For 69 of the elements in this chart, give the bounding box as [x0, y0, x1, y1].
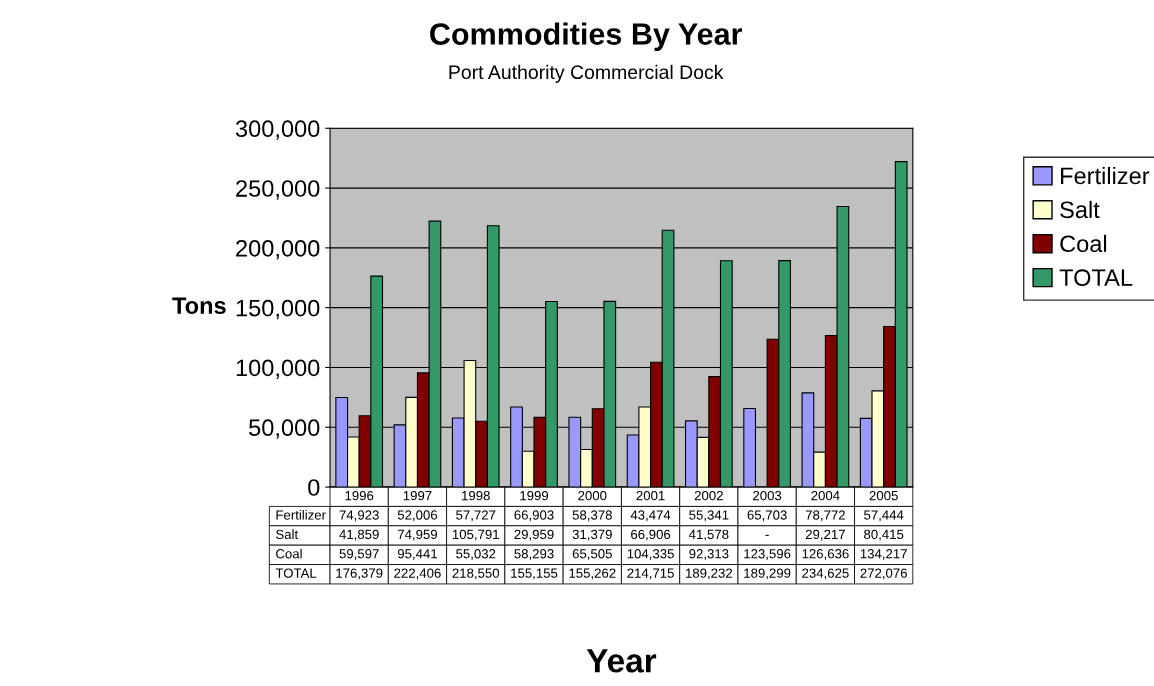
y-tick-label: 200,000 — [236, 239, 320, 260]
text: Salt — [276, 529, 299, 540]
data-label: 104,335 — [627, 549, 674, 560]
data-label: 78,772 — [805, 510, 845, 522]
data-label: 126,636 — [802, 549, 849, 560]
legend-label: TOTAL — [1059, 269, 1133, 287]
data-label: 155,262 — [569, 568, 616, 580]
data-label: 65,703 — [747, 510, 787, 522]
data-label: 29,959 — [514, 529, 554, 541]
text: - — [765, 534, 769, 536]
text: TOTAL — [275, 568, 317, 578]
data-label: 234,625 — [802, 568, 849, 580]
x-tick-label: 1998 — [462, 490, 490, 501]
data-label: 55,341 — [689, 510, 729, 522]
x-tick-label: 2003 — [753, 490, 782, 501]
data-label: 59,597 — [339, 549, 379, 560]
data-label: 29,217 — [805, 529, 845, 541]
data-label: 55,032 — [456, 549, 496, 560]
data-label: 95,441 — [397, 549, 437, 560]
x-tick-label: 2002 — [694, 490, 723, 501]
data-label: 58,378 — [572, 510, 612, 522]
legend-label: Fertilizer — [1061, 166, 1150, 185]
y-tick-label: 150,000 — [236, 299, 320, 320]
chart-subtitle: Port Authority Commercial Dock — [449, 64, 724, 83]
data-label: 155,155 — [511, 568, 558, 580]
data-label: 214,715 — [627, 568, 674, 580]
data-label: 66,906 — [631, 529, 671, 541]
data-label: 189,299 — [744, 568, 791, 580]
data-label: 272,076 — [860, 568, 907, 580]
data-label: 52,006 — [397, 510, 438, 522]
data-label: 66,903 — [514, 510, 554, 522]
data-label: 222,406 — [394, 568, 441, 580]
data-label: 80,415 — [864, 529, 904, 541]
x-axis-title: Year — [586, 649, 657, 673]
x-tick-label: 2000 — [578, 490, 607, 501]
data-label: 41,859 — [339, 529, 379, 541]
data-label: 58,293 — [514, 549, 554, 560]
y-tick-label: 50,000 — [249, 419, 320, 439]
data-label: 123,596 — [744, 549, 791, 560]
data-label: 41,578 — [688, 529, 729, 541]
y-tick-label: 0 — [308, 479, 320, 496]
y-tick-label: 250,000 — [236, 180, 320, 200]
x-tick-label: 1999 — [520, 490, 549, 501]
legend-label: Coal — [1060, 234, 1107, 253]
data-label: 134,217 — [860, 549, 907, 560]
x-tick-label: 1996 — [345, 490, 374, 501]
data-label: 105,791 — [452, 529, 499, 541]
y-axis-title: Tons — [172, 297, 226, 315]
text: Coal — [276, 548, 302, 559]
y-tick-label: 300,000 — [235, 120, 320, 140]
data-label: 92,313 — [689, 549, 729, 560]
data-label: 74,959 — [397, 529, 438, 541]
x-tick-label: 2001 — [636, 490, 665, 501]
y-tick-label: 100,000 — [236, 359, 320, 380]
data-label: 65,505 — [572, 549, 612, 560]
text: Fertilizer — [276, 509, 326, 520]
data-label: 176,379 — [336, 568, 383, 580]
data-label: 57,727 — [456, 510, 496, 522]
chart-title: Commodities By Year — [430, 22, 743, 51]
data-label: 57,444 — [864, 510, 904, 522]
legend-label: Salt — [1060, 200, 1100, 219]
data-label: 189,232 — [686, 568, 733, 580]
x-tick-label: 1997 — [403, 490, 432, 501]
x-tick-label: 2004 — [811, 490, 840, 501]
data-label: 218,550 — [452, 568, 500, 580]
data-label: 43,474 — [630, 510, 671, 522]
data-label: 31,379 — [572, 529, 612, 541]
data-label: 74,923 — [339, 510, 379, 522]
x-tick-label: 2005 — [869, 490, 898, 501]
